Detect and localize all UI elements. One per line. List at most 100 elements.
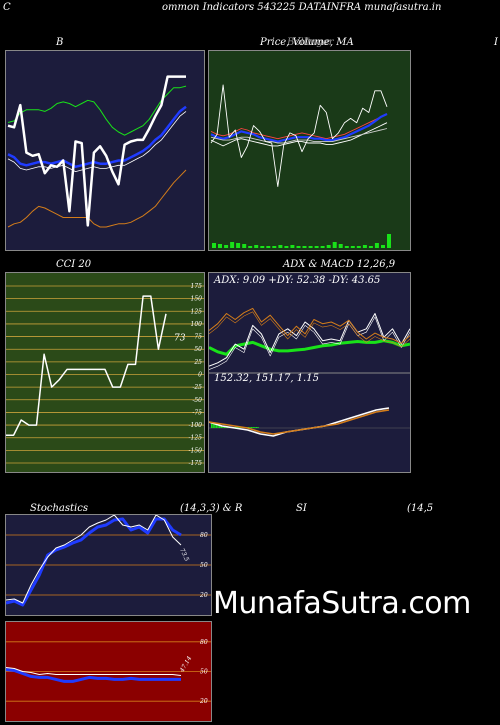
volume-bar xyxy=(368,246,373,248)
volume-bar xyxy=(314,246,319,248)
volume-bar xyxy=(374,243,379,248)
cci-chart: 175 150 125 100 75 50 25 0 -25 -50 -75 -100 -125 -150… xyxy=(6,283,204,467)
volume-bar xyxy=(278,245,283,248)
volume-bar xyxy=(224,245,229,248)
volume-bar xyxy=(242,244,247,248)
header-left-letter: C xyxy=(3,2,11,13)
page-title: ommon Indicators 543225 DATAINFRA munafa… xyxy=(162,2,442,13)
cci-tick-label: -75 xyxy=(192,409,202,416)
macd-histogram-bar xyxy=(223,427,226,428)
cci-tick-label: 175 xyxy=(191,283,203,290)
adx-macd-panel: ADX: 9.09 +DY: 52.38 -DY: 43.65 152.32, … xyxy=(208,272,411,473)
cci-tick-label: 100 xyxy=(191,321,203,328)
stochastics-title: Stochastics xyxy=(30,503,88,514)
rsi-line xyxy=(6,668,181,683)
rsi-params: (14,5 xyxy=(407,503,434,514)
cci-tick-label: 150 xyxy=(191,296,203,303)
price-series-line-4 xyxy=(210,84,388,187)
cci-tick-label: 125 xyxy=(191,308,203,315)
macd-histogram-bar xyxy=(211,422,213,428)
adx-macd-title: ADX & MACD 12,26,9 xyxy=(283,259,396,270)
stoch-d-line xyxy=(6,515,182,604)
cci-tick-label: -25 xyxy=(192,384,202,391)
stoch-tick-label: 20 xyxy=(199,592,208,599)
macd-histogram-bar xyxy=(249,427,251,428)
cci-panel: 175 150 125 100 75 50 25 0 -25 -50 -75 -100 -125 -150… xyxy=(5,272,205,473)
adx-shadow-line-1 xyxy=(209,316,410,370)
rsi-tick-label: 80 xyxy=(200,639,208,646)
adx-line-plusminus-dy xyxy=(209,313,410,367)
stochastics-panel: 80 50 20 73.5 xyxy=(5,514,212,616)
macd-histogram-bar xyxy=(257,427,259,428)
cci-tick-label: -100 xyxy=(189,422,203,429)
price-volume-ma-chart xyxy=(210,84,391,248)
stoch-last-value-label: 73.5 xyxy=(178,547,190,562)
volume-bar xyxy=(260,246,265,248)
macd-histogram-bar xyxy=(254,427,256,428)
macd-histogram-bar xyxy=(251,427,253,428)
bollinger-title: B xyxy=(56,37,64,48)
macd-line-0 xyxy=(209,407,390,437)
bollinger-series-line-3 xyxy=(7,75,186,227)
cci-tick-label: 25 xyxy=(193,359,202,366)
stochastics-chart: 80 50 20 73.5 xyxy=(6,515,211,607)
cci-line xyxy=(6,295,167,436)
rsi-signal-line xyxy=(6,667,182,676)
macd-histogram-bar xyxy=(222,427,224,428)
adx-line-minus-dy xyxy=(209,307,410,344)
stoch-k-line xyxy=(6,517,182,607)
macd-histogram-bar xyxy=(225,427,227,428)
macd-histogram-bar xyxy=(236,427,238,428)
volume-bar xyxy=(212,243,216,248)
volume-bar xyxy=(248,246,253,248)
volume-bar xyxy=(350,246,355,248)
watermark: MunafaSutra.com xyxy=(213,586,471,621)
volume-bar xyxy=(302,246,307,248)
volume-bar xyxy=(218,244,222,248)
volume-bar xyxy=(381,245,385,248)
volume-bar xyxy=(387,234,391,248)
right-edge-letter: I xyxy=(494,37,498,48)
volume-bar xyxy=(272,246,277,248)
macd-histogram-bar xyxy=(215,423,218,428)
volume-bar xyxy=(356,246,361,248)
cci-title: CCI 20 xyxy=(56,259,92,270)
macd-values: 152.32, 151.17, 1.15 xyxy=(214,373,319,384)
bollinger-series-line-2 xyxy=(7,169,187,228)
cci-tick-label: -125 xyxy=(189,435,203,442)
macd-histogram-bar xyxy=(252,427,254,428)
cci-tick-label: -150 xyxy=(189,447,203,454)
price-volume-ma-panel xyxy=(208,50,411,251)
bollinger-panel xyxy=(5,50,205,251)
volume-bar xyxy=(362,245,367,248)
bollinger-mid-shadow-line xyxy=(7,111,187,172)
macd-histogram-bar xyxy=(219,425,221,428)
volume-bar xyxy=(296,246,301,248)
price-volume-ma-title: Price, Volume, MA xyxy=(260,37,354,48)
cci-last-value-label: 73 xyxy=(174,334,186,344)
price-series-line-0 xyxy=(210,113,388,140)
bollinger-series-line-0 xyxy=(7,85,187,136)
bollinger-series-line-1 xyxy=(7,105,187,169)
macd-histogram-bar xyxy=(217,424,219,428)
volume-bar xyxy=(230,242,235,248)
volume-bar xyxy=(284,246,289,248)
volume-bar xyxy=(290,245,295,248)
volume-bar xyxy=(254,245,259,248)
volume-bar xyxy=(320,246,325,248)
adx-values: ADX: 9.09 +DY: 52.38 -DY: 43.65 xyxy=(214,275,381,286)
macd-histogram-bar xyxy=(255,427,258,428)
volume-bar xyxy=(326,245,331,248)
price-volume-ma-overlap: Bollinger xyxy=(287,37,334,48)
cci-tick-label: 50 xyxy=(194,346,202,353)
adx-line-adx xyxy=(209,339,410,356)
adx-shadow-line-2 xyxy=(209,311,410,347)
macd-histogram-bar xyxy=(214,423,216,428)
cci-tick-label: -50 xyxy=(192,397,202,404)
rsi-panel: 80 50 20 47.14 xyxy=(5,621,212,722)
volume-bar xyxy=(236,243,241,248)
rsi-tick-label: 20 xyxy=(199,698,208,705)
stochastics-params: (14,3,3) & R xyxy=(180,503,243,514)
cci-tick-label: 0 xyxy=(198,372,202,379)
